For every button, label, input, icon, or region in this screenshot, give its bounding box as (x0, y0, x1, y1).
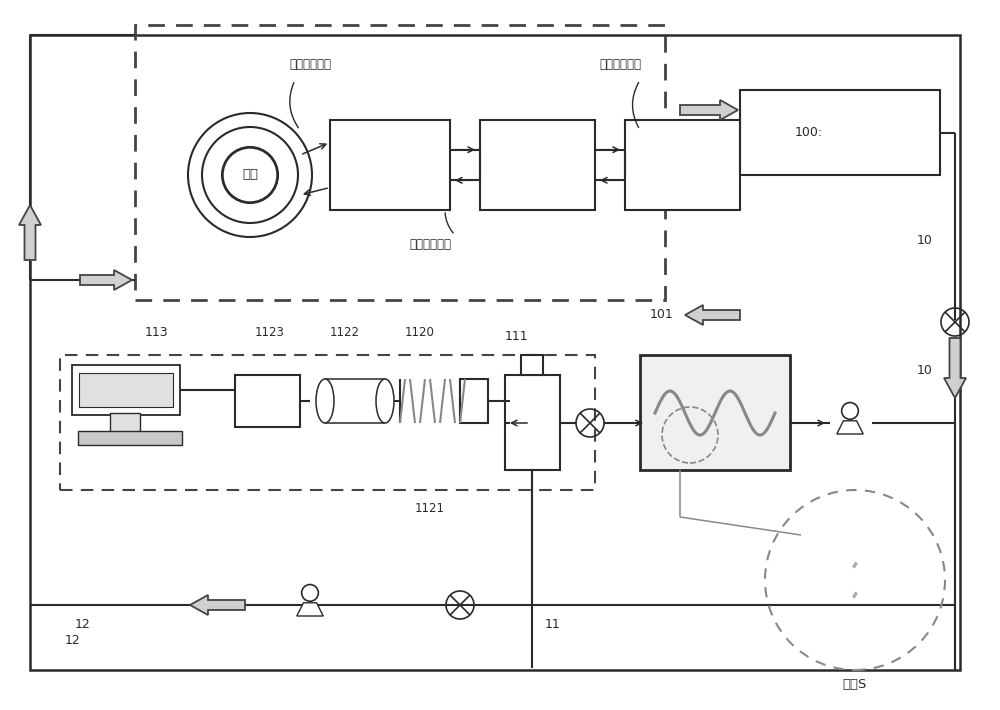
Polygon shape (685, 305, 740, 325)
Text: 一回路冷却剂: 一回路冷却剂 (289, 58, 331, 72)
Polygon shape (944, 338, 966, 398)
Polygon shape (680, 100, 738, 120)
Bar (135, 25, 665, 300)
Bar (72, 365, 180, 415)
Bar (521, 355, 543, 375)
Text: 1121: 1121 (415, 501, 445, 515)
Bar (79, 373, 173, 407)
Polygon shape (297, 603, 323, 616)
Bar (480, 120, 595, 210)
Bar (640, 355, 790, 470)
Bar (30, 35, 960, 670)
Bar (60, 355, 595, 490)
Text: 12: 12 (65, 633, 81, 647)
Bar (505, 375, 560, 470)
Bar (330, 120, 450, 210)
Polygon shape (19, 205, 41, 260)
Text: 100:: 100: (795, 126, 823, 139)
Text: 二回路冷却剂: 二回路冷却剂 (409, 239, 451, 251)
Bar (625, 120, 740, 210)
Bar (740, 90, 940, 175)
Ellipse shape (376, 379, 394, 423)
Bar (460, 379, 488, 423)
Text: 11: 11 (545, 618, 561, 631)
Text: 1123: 1123 (255, 327, 285, 339)
Circle shape (223, 148, 277, 202)
Bar (235, 375, 300, 427)
Text: 101: 101 (650, 309, 674, 322)
Bar (110, 413, 140, 433)
Text: 111: 111 (505, 330, 529, 344)
Polygon shape (190, 595, 245, 615)
Text: 113: 113 (145, 327, 169, 339)
Polygon shape (837, 421, 863, 434)
Polygon shape (80, 270, 132, 290)
Text: 1122: 1122 (330, 327, 360, 339)
Text: 三回路冷却剂: 三回路冷却剂 (599, 58, 641, 72)
Text: 10: 10 (917, 234, 933, 246)
Text: 堆芯: 堆芯 (242, 168, 258, 182)
Ellipse shape (316, 379, 334, 423)
Bar (78, 431, 182, 445)
Bar (325, 379, 385, 423)
Text: 弯管S: 弯管S (843, 679, 867, 692)
Text: 10: 10 (917, 364, 933, 376)
Text: 1120: 1120 (405, 327, 435, 339)
Text: 12: 12 (75, 618, 91, 631)
